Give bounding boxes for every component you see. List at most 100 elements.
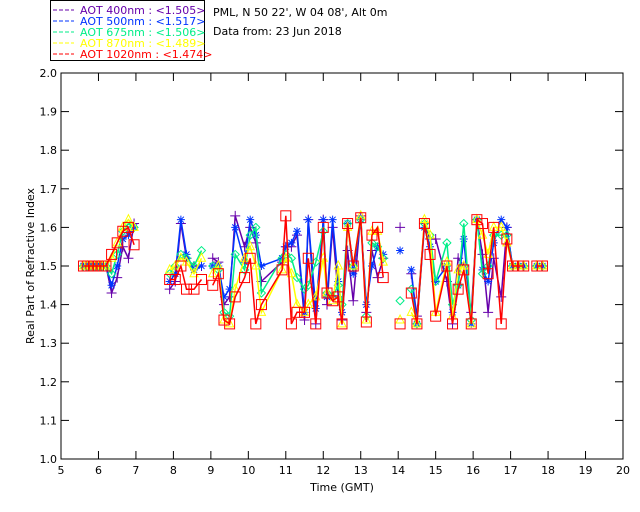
square-marker — [229, 291, 241, 303]
y-tick-label: 1.7 — [40, 183, 58, 196]
star-marker — [219, 292, 228, 301]
triangle-marker — [207, 267, 218, 278]
square-marker — [394, 318, 406, 330]
diamond-marker — [196, 245, 207, 256]
legend-entry: AOT 500nm : <1.517> — [80, 15, 206, 28]
square-marker — [342, 218, 354, 230]
star-marker — [367, 262, 376, 270]
square-marker — [430, 310, 442, 322]
star-marker — [197, 262, 206, 270]
star-marker — [489, 238, 498, 247]
star-marker — [225, 285, 234, 294]
star-marker — [497, 215, 506, 224]
star-marker — [257, 262, 266, 270]
diamond-marker — [208, 261, 218, 271]
square-marker — [477, 218, 488, 230]
square-marker — [122, 221, 134, 233]
square-marker — [424, 248, 436, 260]
triangle-marker — [196, 252, 207, 262]
plus-marker — [164, 284, 175, 295]
square-marker — [276, 264, 288, 276]
legend: AOT 400nm : <1.505>AOT 500nm : <1.517>AO… — [50, 0, 213, 61]
square-marker — [405, 287, 417, 299]
square-marker — [196, 274, 207, 286]
triangle-marker — [466, 317, 477, 328]
triangle-marker — [337, 317, 347, 328]
legend-entry: AOT 675nm : <1.506> — [80, 26, 206, 39]
y-tick-label: 1.0 — [40, 453, 58, 466]
plus-marker — [250, 237, 261, 248]
square-marker — [531, 260, 543, 272]
plus-marker — [348, 295, 359, 306]
square-marker — [465, 318, 477, 330]
star-marker — [459, 234, 468, 243]
triangle-marker — [507, 259, 518, 270]
square-marker — [372, 221, 384, 233]
square-marker — [411, 318, 423, 330]
diamond-marker — [477, 269, 488, 279]
square-marker — [501, 233, 513, 245]
triangle-marker — [112, 236, 123, 247]
triangle-marker — [129, 221, 139, 231]
square-marker — [518, 260, 530, 272]
triangle-marker — [412, 317, 422, 328]
diamond-marker — [322, 288, 332, 298]
square-marker — [164, 274, 176, 286]
triangle-marker — [322, 286, 332, 297]
legend-entry: AOT 870nm : <1.489> — [80, 37, 206, 50]
diamond-marker — [129, 222, 139, 233]
series-line — [83, 215, 543, 326]
star-marker — [293, 227, 302, 236]
square-marker — [366, 229, 378, 241]
diamond-marker — [230, 249, 240, 260]
star-marker — [304, 215, 313, 224]
star-marker — [246, 215, 255, 224]
square-marker — [441, 260, 453, 272]
y-tick-label: 1.9 — [40, 106, 58, 119]
star-marker — [502, 223, 511, 232]
square-marker — [536, 260, 548, 272]
legend-entry: AOT 1020nm : <1.474> — [80, 48, 213, 61]
square-marker — [100, 260, 112, 272]
x-tick-label: 18 — [541, 464, 555, 477]
star-marker — [176, 215, 185, 224]
square-marker — [482, 268, 494, 280]
square-marker — [111, 237, 123, 249]
x-tick-label: 20 — [616, 464, 630, 477]
x-tick-label: 13 — [354, 464, 368, 477]
y-tick-label: 1.5 — [40, 260, 58, 273]
square-marker — [447, 318, 459, 330]
triangle-marker — [513, 259, 523, 270]
square-marker — [512, 260, 524, 272]
square-marker — [355, 212, 367, 224]
square-marker — [458, 264, 470, 276]
star-marker — [319, 215, 328, 224]
square-marker — [128, 239, 140, 251]
diamond-marker — [537, 261, 548, 271]
square-marker — [471, 214, 483, 226]
square-marker — [495, 318, 507, 330]
star-marker — [118, 234, 127, 243]
triangle-marker — [277, 263, 287, 274]
diamond-marker — [442, 238, 452, 248]
square-marker — [418, 218, 430, 230]
diamond-marker — [245, 230, 255, 240]
square-marker — [239, 272, 251, 284]
star-marker — [240, 258, 249, 267]
triangle-marker — [537, 259, 548, 270]
triangle-marker — [245, 240, 256, 251]
square-marker — [506, 260, 518, 272]
plus-marker — [395, 222, 406, 233]
triangle-marker — [348, 259, 359, 270]
plus-marker — [496, 291, 507, 302]
square-marker — [188, 283, 200, 295]
triangle-marker — [333, 259, 344, 270]
star-marker — [171, 269, 180, 278]
diamond-marker — [112, 249, 122, 260]
square-marker — [244, 252, 256, 264]
x-tick-label: 12 — [316, 464, 330, 477]
plus-marker — [230, 210, 241, 221]
square-marker — [207, 279, 219, 291]
square-marker — [302, 252, 314, 264]
